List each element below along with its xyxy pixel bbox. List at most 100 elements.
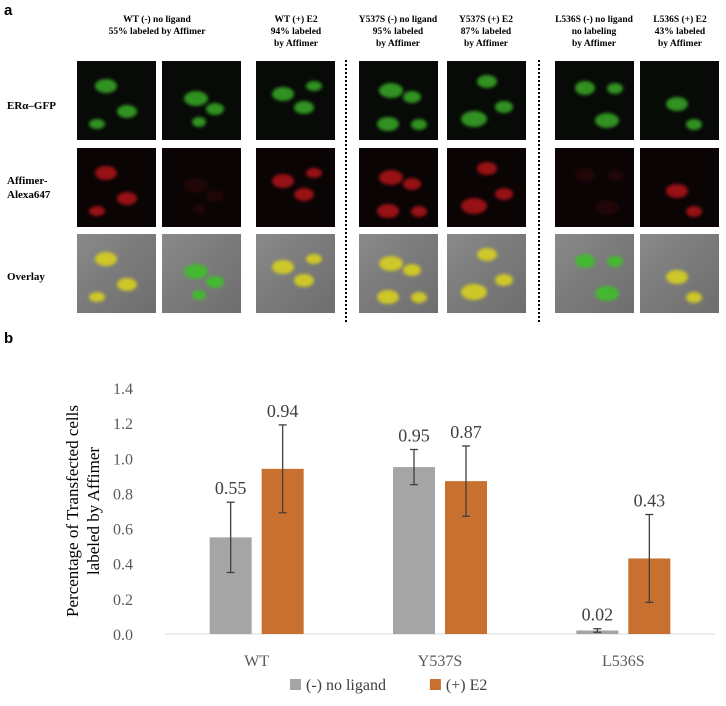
cell-nucleus [192,204,206,214]
x-tick-label: L536S [602,653,645,670]
cell-nucleus [477,248,497,261]
cell-nucleus [95,166,117,180]
panel-b-label: b [4,330,14,347]
y-tick-label: 0.2 [113,592,133,609]
microscopy-tile-green [555,61,634,140]
cell-nucleus [117,192,137,205]
data-label: 0.87 [450,422,482,442]
cell-nucleus [595,286,619,301]
cell-nucleus [117,105,137,118]
cell-nucleus [686,206,702,217]
cell-nucleus [89,119,105,129]
cell-nucleus [184,178,208,193]
y-tick-label: 1.2 [113,416,133,433]
column-header-wt-no-ligand: WT (-) no ligand 55% labeled by Affimer [108,15,206,37]
cell-nucleus [403,91,421,103]
cell-nucleus [607,83,623,94]
cell-nucleus [95,252,117,266]
svg-text:Percentage of Transfected cel: Percentage of Transfected cells labeled b… [63,405,103,617]
microscopy-tile-red [447,148,526,227]
microscopy-tile-overlay [77,234,156,313]
cell-nucleus [272,87,294,101]
cell-nucleus [192,290,206,300]
data-label: 0.02 [582,605,614,625]
cell-nucleus [192,117,206,127]
cell-nucleus [95,79,117,93]
cell-nucleus [306,254,322,264]
y-tick-label: 1.0 [113,451,133,468]
cell-nucleus [294,274,314,287]
legend-swatch [290,679,301,690]
microscopy-tile-red [256,148,335,227]
microscopy-tile-overlay [447,234,526,313]
cell-nucleus [607,256,623,267]
cell-nucleus [89,292,105,302]
group-divider-wt-y537s [345,60,347,322]
cell-nucleus [206,103,224,115]
y-tick-label: 0.8 [113,486,133,503]
cell-nucleus [184,264,208,279]
column-header-l536s-e2: L536S (+) E2 43% labeled by Affimer [653,15,707,49]
legend-label: (-) no ligand [306,677,386,694]
cell-nucleus [379,170,403,185]
cell-nucleus [294,101,314,114]
column-header-y537s-e2: Y537S (+) E2 87% labeled by Affimer [459,15,513,49]
cell-nucleus [686,292,702,303]
microscopy-tile-overlay [359,234,438,313]
cell-nucleus [495,274,513,286]
cell-nucleus [272,174,294,188]
microscopy-tile-green [256,61,335,140]
microscopy-tile-red [640,148,719,227]
bar [393,467,435,634]
cell-nucleus [206,276,224,288]
cell-nucleus [272,260,294,274]
column-header-l536s-no-ligand: L536S (-) no ligand no labeling by Affim… [555,15,633,49]
microscopy-tile-green [77,61,156,140]
legend-label: (+) E2 [446,677,487,694]
cell-nucleus [495,101,513,113]
microscopy-tile-green [162,61,241,140]
cell-nucleus [403,178,421,190]
microscopy-tile-green [640,61,719,140]
cell-nucleus [306,81,322,91]
cell-nucleus [379,256,403,271]
cell-nucleus [377,290,399,304]
microscopy-tile-green [359,61,438,140]
cell-nucleus [575,81,595,95]
row-label-overlay: Overlay [7,271,45,283]
cell-nucleus [477,162,497,175]
microscopy-tile-red [359,148,438,227]
column-header-wt-e2: WT (+) E2 94% labeled by Affimer [270,15,322,49]
cell-nucleus [495,188,513,200]
cell-nucleus [666,184,688,198]
cell-nucleus [379,83,403,98]
row-label-er-gfp: ERα–GFP [7,100,56,112]
data-label: 0.55 [215,478,247,498]
cell-nucleus [377,117,399,131]
cell-nucleus [666,270,688,284]
microscopy-tile-green [447,61,526,140]
cell-nucleus [89,206,105,216]
x-tick-label: Y537S [418,653,462,670]
cell-nucleus [206,190,224,202]
cell-nucleus [666,97,688,111]
y-tick-label: 0.6 [113,522,133,539]
cell-nucleus [595,113,619,128]
microscopy-tile-overlay [555,234,634,313]
group-divider-y537s-l536s [538,60,540,322]
y-tick-label: 1.4 [113,381,133,398]
microscopy-tile-red [77,148,156,227]
cell-nucleus [575,254,595,268]
cell-nucleus [294,188,314,201]
data-label: 0.43 [634,491,666,511]
legend-swatch [429,679,441,690]
cell-nucleus [403,264,421,276]
microscopy-tile-red [555,148,634,227]
cell-nucleus [477,75,497,88]
cell-nucleus [411,206,427,217]
cell-nucleus [686,119,702,130]
panel-a-label: a [4,2,13,19]
microscopy-tile-overlay [162,234,241,313]
cell-nucleus [117,278,137,291]
